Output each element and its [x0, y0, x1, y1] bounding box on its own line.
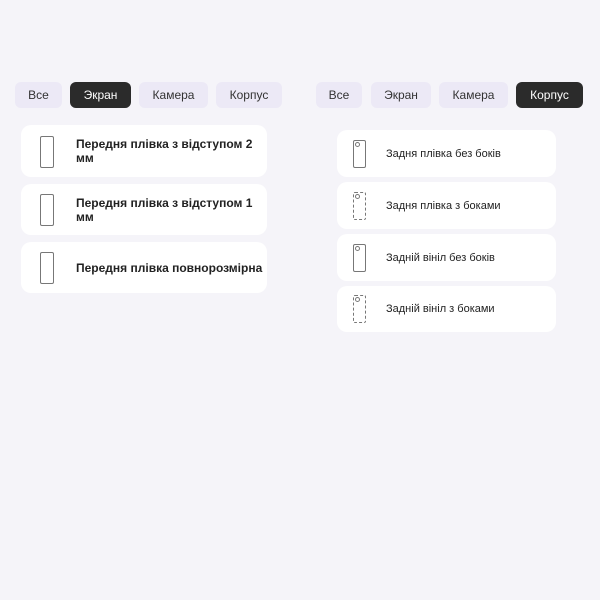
phone-back-sides-icon	[353, 295, 366, 323]
item-label: Задня плівка без боків	[386, 147, 501, 160]
tab-camera[interactable]: Камера	[139, 82, 208, 108]
tab-body[interactable]: Корпус	[516, 82, 583, 108]
list-item[interactable]: Передня плівка повнорозмірна	[21, 242, 267, 293]
list-item[interactable]: Передня плівка з відступом 2 мм	[21, 125, 267, 177]
item-label: Задній вініл з боками	[386, 303, 495, 315]
item-label: Передня плівка з відступом 2 мм	[76, 137, 253, 165]
item-label: Задній вініл без боків	[386, 251, 495, 264]
phone-back-icon	[353, 140, 366, 168]
phone-back-sides-icon	[353, 192, 366, 220]
list-item[interactable]: Задній вініл без боків	[337, 234, 556, 281]
item-label: Задня плівка з боками	[386, 199, 501, 212]
tab-all[interactable]: Все	[15, 82, 62, 108]
phone-front-icon	[40, 136, 54, 168]
item-label: Передня плівка з відступом 1 мм	[76, 195, 253, 224]
phone-front-icon	[40, 252, 54, 284]
item-label: Передня плівка повнорозмірна	[76, 260, 263, 275]
list-item[interactable]: Задня плівка з боками	[337, 182, 556, 229]
tab-body[interactable]: Корпус	[216, 82, 282, 108]
tab-all[interactable]: Все	[316, 82, 362, 108]
tab-screen[interactable]: Экран	[70, 82, 131, 108]
tab-camera[interactable]: Камера	[439, 82, 508, 108]
list-item[interactable]: Задня плівка без боків	[337, 130, 556, 177]
list-item[interactable]: Передня плівка з відступом 1 мм	[21, 184, 267, 235]
tab-screen[interactable]: Экран	[371, 82, 431, 108]
list-item[interactable]: Задній вініл з боками	[337, 286, 556, 332]
phone-front-icon	[40, 194, 54, 226]
phone-back-icon	[353, 244, 366, 272]
